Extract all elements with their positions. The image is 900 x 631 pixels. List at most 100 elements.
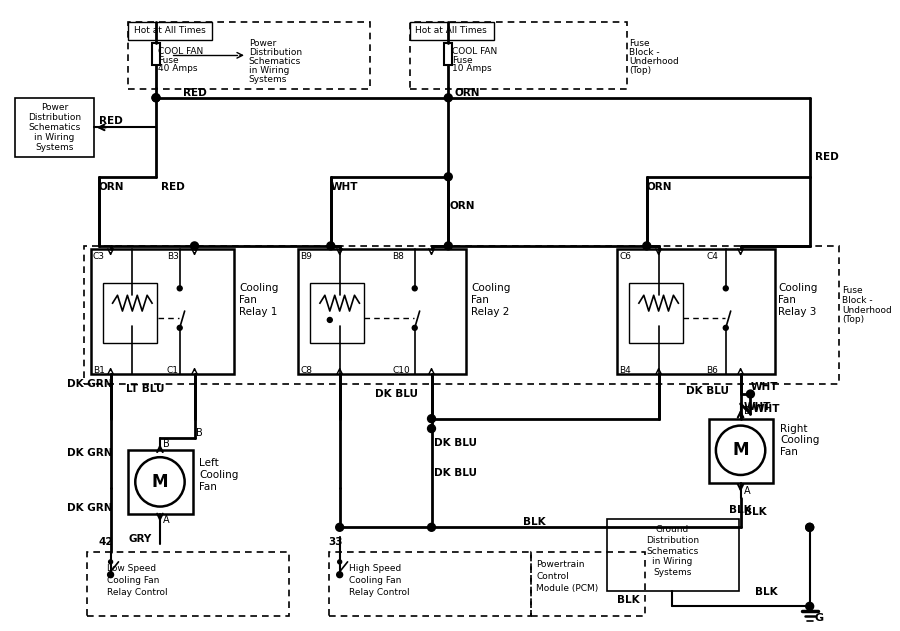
Text: BLK: BLK — [729, 505, 751, 514]
Circle shape — [152, 94, 160, 102]
Circle shape — [428, 425, 436, 432]
Text: Block -: Block - — [629, 48, 660, 57]
Text: in Wiring: in Wiring — [34, 133, 75, 142]
Text: Systems: Systems — [35, 143, 74, 151]
Text: (Top): (Top) — [629, 66, 651, 74]
Text: Cooling Fan: Cooling Fan — [348, 576, 400, 585]
Text: Power: Power — [248, 39, 276, 48]
Bar — [410, 21, 627, 89]
Bar — [87, 552, 289, 616]
Text: RED: RED — [161, 182, 184, 192]
Text: Powertrain: Powertrain — [536, 560, 585, 569]
Circle shape — [108, 572, 113, 577]
Text: B8: B8 — [392, 252, 404, 261]
Text: ORN: ORN — [449, 201, 475, 211]
Text: G: G — [814, 613, 824, 623]
Text: B9: B9 — [301, 252, 312, 261]
Circle shape — [336, 523, 344, 531]
Text: Systems: Systems — [653, 569, 691, 577]
Text: in Wiring: in Wiring — [248, 66, 289, 74]
Bar — [310, 283, 365, 343]
Circle shape — [643, 242, 651, 250]
Circle shape — [445, 242, 452, 250]
Bar — [445, 44, 452, 65]
Text: B4: B4 — [619, 366, 631, 375]
Circle shape — [724, 286, 728, 291]
Text: Relay 2: Relay 2 — [471, 307, 509, 317]
Text: C8: C8 — [301, 366, 312, 375]
Text: Cooling: Cooling — [200, 470, 239, 480]
Text: ORN: ORN — [647, 182, 672, 192]
Bar — [298, 249, 466, 374]
Bar — [152, 44, 160, 65]
Circle shape — [445, 94, 452, 102]
Text: C1: C1 — [166, 366, 179, 375]
Text: Fan: Fan — [239, 295, 256, 305]
Circle shape — [428, 415, 436, 423]
Text: 33: 33 — [328, 537, 342, 547]
Text: Cooling: Cooling — [471, 283, 510, 293]
Text: Underhood: Underhood — [629, 57, 679, 66]
Bar — [129, 21, 212, 40]
Text: COOL FAN: COOL FAN — [158, 47, 203, 56]
Bar — [629, 283, 683, 343]
Circle shape — [445, 173, 452, 180]
Text: Cooling: Cooling — [780, 435, 819, 445]
Text: Relay Control: Relay Control — [106, 588, 167, 597]
Text: Cooling Fan: Cooling Fan — [106, 576, 159, 585]
Circle shape — [724, 326, 728, 330]
Text: Cooling: Cooling — [778, 283, 817, 293]
Text: ORN: ORN — [99, 182, 124, 192]
Text: Block -: Block - — [842, 296, 873, 305]
Text: B: B — [163, 439, 170, 449]
Text: Fan: Fan — [780, 447, 798, 457]
Text: in Wiring: in Wiring — [652, 557, 693, 567]
Text: B6: B6 — [706, 366, 718, 375]
Text: C6: C6 — [619, 252, 631, 261]
Text: Fuse: Fuse — [842, 286, 863, 295]
Bar — [129, 451, 193, 514]
Text: C10: C10 — [392, 366, 410, 375]
Text: Schematics: Schematics — [248, 57, 302, 66]
Text: Fan: Fan — [778, 295, 796, 305]
Circle shape — [177, 326, 182, 330]
Text: WHT: WHT — [743, 402, 771, 412]
Text: Underhood: Underhood — [842, 305, 892, 315]
Bar — [617, 249, 775, 374]
Bar — [608, 519, 739, 591]
Text: M: M — [733, 441, 749, 459]
Text: (Top): (Top) — [842, 316, 864, 324]
Text: Distribution: Distribution — [646, 536, 699, 545]
Text: BLK: BLK — [743, 507, 766, 517]
Bar — [91, 249, 234, 374]
Text: LT BLU: LT BLU — [126, 384, 165, 394]
Bar — [328, 552, 531, 616]
Text: 40 Amps: 40 Amps — [158, 64, 197, 73]
Text: GRY: GRY — [129, 534, 151, 544]
Circle shape — [327, 242, 335, 250]
Bar — [410, 21, 494, 40]
Circle shape — [152, 94, 160, 102]
Text: Fuse: Fuse — [629, 39, 650, 48]
Text: RED: RED — [99, 117, 122, 126]
Text: High Speed: High Speed — [348, 564, 400, 574]
Text: A: A — [163, 516, 169, 526]
Text: M: M — [152, 473, 168, 491]
Text: Distribution: Distribution — [28, 113, 81, 122]
Circle shape — [806, 603, 814, 610]
Text: BLK: BLK — [523, 517, 546, 528]
Text: Schematics: Schematics — [646, 546, 698, 555]
Text: DK BLU: DK BLU — [375, 389, 419, 399]
Text: B: B — [743, 406, 751, 416]
Bar — [129, 21, 370, 89]
Text: Control: Control — [536, 572, 569, 581]
Text: Low Speed: Low Speed — [106, 564, 156, 574]
Text: Fuse: Fuse — [158, 56, 178, 65]
Text: C4: C4 — [706, 252, 718, 261]
Text: Hot at All Times: Hot at All Times — [416, 26, 487, 35]
Text: Relay 1: Relay 1 — [239, 307, 277, 317]
Text: DK GRN: DK GRN — [68, 502, 112, 512]
Text: Fan: Fan — [200, 482, 217, 492]
Text: 10 Amps: 10 Amps — [452, 64, 492, 73]
Text: WHT: WHT — [751, 382, 778, 392]
